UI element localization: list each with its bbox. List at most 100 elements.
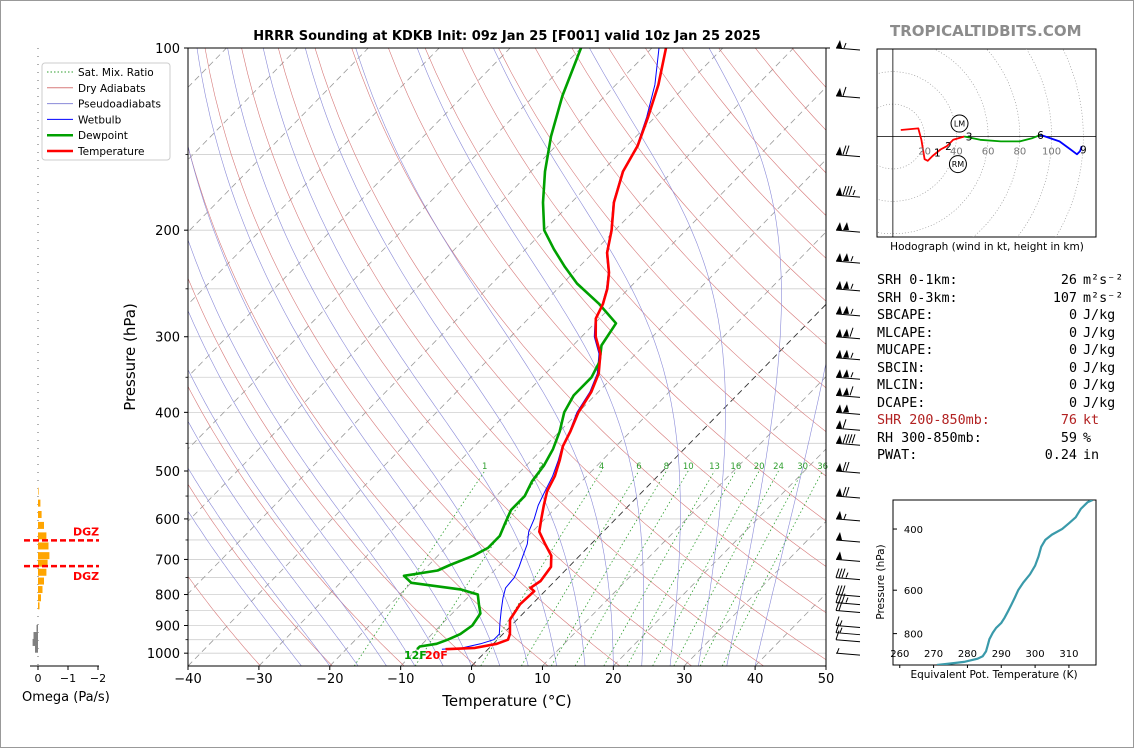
profile-lines [402,48,668,651]
skewt-xlabel: Temperature (°C) [441,692,571,710]
barb-half [839,627,843,633]
x-tick-label: 10 [534,672,551,687]
barb-flag [836,187,842,196]
y-tick-label: 600 [155,513,180,528]
theta-e-y-tick-label: 400 [904,525,923,536]
isotherm-line [329,159,826,666]
dry-adiabat-line [314,48,826,661]
theta-e-trace [936,500,1094,665]
hodograph-ring-label: 20 [918,147,931,158]
x-tick-label: 40 [747,672,764,687]
pseudoadiabat-line [355,48,614,666]
wind-barb [835,305,861,317]
mixing-ratio-line [521,470,640,666]
mixing-ratio-label: 24 [773,462,784,472]
omega-bar [38,568,47,576]
barb-staff [835,539,861,543]
barb-full [838,568,843,578]
mixing-ratio-label: 36 [817,462,828,472]
stat-label: MLCAPE: [877,325,934,341]
stat-unit: J/kg [1083,325,1116,341]
dry-adiabat-line [388,48,826,567]
dry-adiabat-line [571,48,826,345]
y-tick-label: 500 [155,465,180,480]
wind-barb [835,647,861,656]
wind-barb [835,616,861,628]
barb-half [836,647,840,654]
dry-adiabat-line [498,48,826,433]
barb-flag [836,253,842,262]
mixing-ratio-line [480,470,602,666]
stat-row: SRH 0-3km: 107 m²s⁻² [877,290,1123,308]
barb-staff [835,624,861,628]
stat-row: SHR 200-850mb: 76 kt [877,412,1123,430]
stat-unit: m²s⁻² [1083,290,1124,306]
barb-full [835,630,840,640]
dry-adiabat-line [608,48,826,302]
hodograph-height-label: 9 [1080,144,1087,156]
barb-flag [836,463,842,472]
y-tick-label: 300 [155,331,180,346]
wind-barb [835,349,861,361]
omega-bar [35,645,38,653]
x-tick-label: −20 [316,672,343,687]
barb-staff [835,411,861,415]
stat-value: 0 [1068,343,1077,358]
hodograph-ring-label: 40 [950,147,963,158]
mixing-ratio-line [353,470,486,666]
wind-barb [835,369,861,380]
barb-flag [836,420,842,429]
stat-row: MUCAPE: 0 J/kg [877,342,1123,360]
storm-motion-label: LM [954,120,965,129]
y-tick-label: 900 [155,619,180,634]
pseudoadiabat-line [416,48,644,666]
mixing-ratio-line [550,470,667,666]
pseudoadiabat-line [708,48,782,666]
barb-flag [843,387,849,396]
mixing-ratio-label: 8 [664,462,669,472]
barb-full [835,616,840,626]
legend-entry: Sat. Mix. Ratio [78,67,154,79]
barb-full [842,461,847,472]
stat-value: 59 [1060,430,1077,446]
dry-adiabat-line [188,145,549,666]
legend-box [41,62,171,161]
barb-flag [843,349,849,358]
wind-barb [835,623,861,636]
wind-barb [835,601,861,613]
barb-full [849,386,854,396]
skewt-y-ticks: 100 200 300 400 500 600 700 800 900 1000 [147,42,188,662]
hodograph: 20 40 60 80 100 12 3 6 9 LM RM [876,48,1097,238]
mixing-ratio-label: 4 [599,462,604,472]
barb-full [845,434,850,444]
stat-label: SBCIN: [877,360,926,376]
barb-full [845,461,850,472]
stat-label: SRH 0-3km: [877,290,958,306]
barb-half [850,255,854,262]
hodograph-height-label: 1 [934,148,941,160]
stat-row: MLCIN: 0 J/kg [877,377,1123,395]
skewt-x-ticks: −40 −30 −20 −10 0 10 20 30 40 50 [174,666,834,687]
barb-flag [836,87,842,96]
barb-flag [836,146,842,155]
wind-barb [835,222,861,233]
mixing-ratio-line [414,470,542,666]
stat-unit: % [1083,430,1092,446]
barb-full [835,585,840,595]
isotherm-line [188,48,724,595]
pseudoadiabat-line [188,368,387,666]
barb-full [842,86,847,97]
stat-unit: in [1083,448,1100,463]
hodograph-ring-label: 80 [1013,147,1026,158]
theta-e-y-tick-label: 800 [904,630,923,641]
barb-half [839,620,843,626]
barb-staff [835,639,861,643]
omega-bar [38,542,49,550]
wind-barb [835,419,861,431]
stat-label: SBCAPE: [877,308,934,323]
stat-value: 107 [1052,290,1077,306]
barb-half [850,352,854,358]
hodograph-labels: 20 40 60 80 100 12 3 6 9 LM RM [918,114,1087,174]
stat-label: PWAT: [877,448,918,463]
barb-full [848,434,853,444]
